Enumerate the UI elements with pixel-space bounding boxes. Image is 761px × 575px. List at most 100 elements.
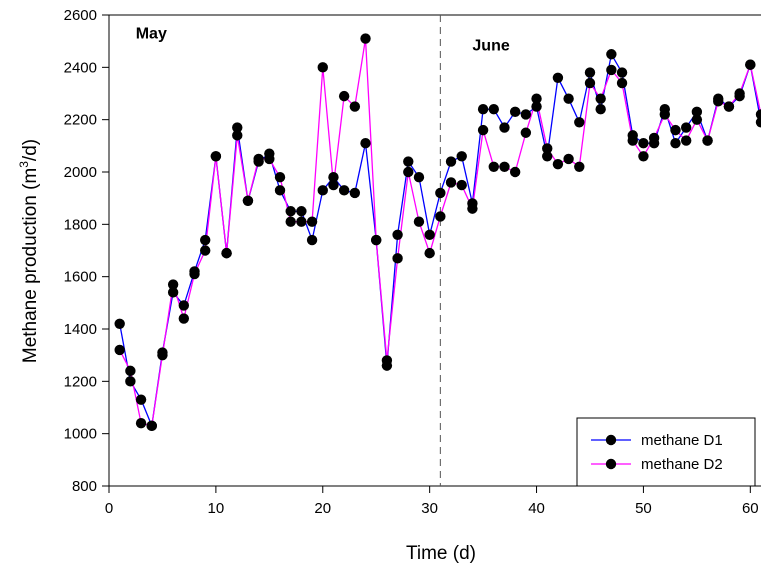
data-point [638,138,649,149]
data-point [445,156,457,167]
data-point [723,101,735,112]
data-point [381,355,393,366]
data-point [477,124,489,136]
data-point [488,161,499,172]
legend-swatch-marker [605,434,617,446]
y-tick-label: 1800 [64,216,97,233]
data-point [296,206,307,217]
data-point [574,161,585,172]
data-point [531,101,542,112]
data-point [221,247,232,259]
data-point [552,158,564,170]
data-point [638,151,649,162]
data-point [135,394,147,405]
data-point [242,195,254,206]
data-point [606,64,617,76]
data-point [232,122,243,133]
data-point [499,161,510,172]
data-point [328,179,339,191]
data-point [659,109,671,120]
x-axis-label: Time (d) [406,543,476,564]
data-point [146,420,157,432]
month-annotation: May [136,26,167,43]
data-point [125,376,136,387]
data-point [232,130,243,141]
data-point [435,187,446,199]
data-point [178,313,190,324]
y-tick-label: 2600 [64,7,97,24]
data-point [680,135,692,146]
y-tick-label: 2000 [64,164,97,181]
data-point [520,109,532,120]
data-point [285,216,296,227]
x-tick-label: 10 [208,500,225,517]
data-point [616,77,628,89]
data-point [360,33,371,44]
data-point [584,67,596,78]
x-tick-label: 40 [528,500,545,517]
data-point [189,268,200,280]
data-point [552,72,564,84]
y-axis-label-superscript: 3 [17,161,31,168]
data-point [135,418,147,429]
data-point [114,344,125,356]
data-point [424,247,435,259]
data-point [542,151,553,162]
y-tick-label: 800 [72,478,97,495]
data-point [702,135,713,146]
data-point [648,132,660,144]
data-point [499,122,510,133]
data-point [616,67,628,78]
month-annotation: June [472,37,509,54]
data-point [125,365,136,377]
data-point [306,234,318,246]
data-point [413,172,425,183]
data-point [157,349,168,361]
data-point [167,287,179,298]
data-point [435,211,446,222]
y-tick-label: 1600 [64,269,97,286]
data-point [199,234,211,246]
data-point [114,318,125,329]
annotations: May June [136,26,510,55]
data-point [349,101,361,112]
data-point [563,93,574,104]
legend-label: methane D2 [641,456,723,473]
data-point [317,62,328,73]
series-group [114,33,761,432]
data-point [328,172,339,183]
data-point [755,109,761,120]
data-point [456,179,467,191]
series-2-markers [114,33,761,432]
data-point [456,151,467,162]
legend-label: methane D1 [641,432,723,449]
data-point [392,229,403,240]
data-point [467,203,478,214]
data-point [338,185,350,196]
data-point [734,88,745,99]
data-point [264,153,275,165]
data-point [509,106,521,118]
x-tick-label: 30 [421,500,438,517]
legend: methane D1 methane D2 [576,417,756,487]
data-point [755,117,761,128]
data-point [509,166,521,178]
data-point [360,138,371,149]
y-tick-label: 2400 [64,59,97,76]
data-point [488,104,499,115]
x-tick-label: 50 [635,500,652,517]
y-axis-label-main: Methane production (m [20,168,41,363]
data-point [542,143,553,154]
data-point [253,153,264,165]
x-tick-label: 60 [742,500,759,517]
data-point [274,185,286,196]
data-point [167,279,179,290]
data-point [713,96,724,107]
data-point [338,90,350,102]
data-point [520,127,532,138]
axes: 800 1000 1200 1400 1600 1800 2000 2200 2400 2600 0… [64,7,761,517]
data-point [595,93,606,104]
data-point [403,166,414,178]
